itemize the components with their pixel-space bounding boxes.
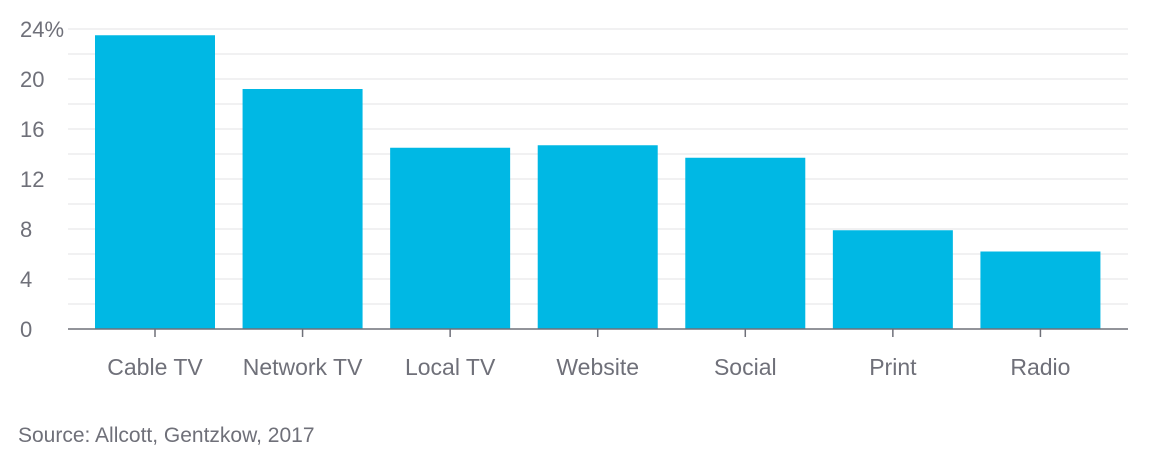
y-tick-label: 16: [20, 117, 44, 142]
x-tick-label: Social: [714, 354, 777, 380]
bar: [685, 157, 806, 329]
bar: [242, 89, 363, 329]
bar: [390, 147, 511, 329]
x-tick-label: Network TV: [243, 354, 363, 380]
source-note: Source: Allcott, Gentzkow, 2017: [18, 424, 315, 447]
x-axis-ticks: Cable TV Network TV Local TV Website Social P…: [107, 329, 1070, 380]
x-tick-label: Cable TV: [107, 354, 203, 380]
y-tick-label: 8: [20, 217, 32, 242]
y-tick-label: 20: [20, 67, 44, 92]
x-tick-label: Website: [556, 354, 639, 380]
y-tick-label: 12: [20, 167, 44, 192]
y-axis-ticks: 0 4 8 12 16 20 24%: [20, 17, 64, 342]
y-tick-label: 4: [20, 267, 32, 292]
bar: [95, 35, 215, 329]
x-tick-label: Local TV: [405, 354, 496, 380]
bar: [980, 251, 1101, 329]
x-tick-label: Print: [869, 354, 917, 380]
y-tick-label: 0: [20, 317, 32, 342]
bar: [832, 230, 953, 329]
bars: [95, 35, 1101, 329]
x-tick-label: Radio: [1010, 354, 1070, 380]
y-tick-label: 24%: [20, 17, 64, 42]
bar: [537, 145, 658, 329]
